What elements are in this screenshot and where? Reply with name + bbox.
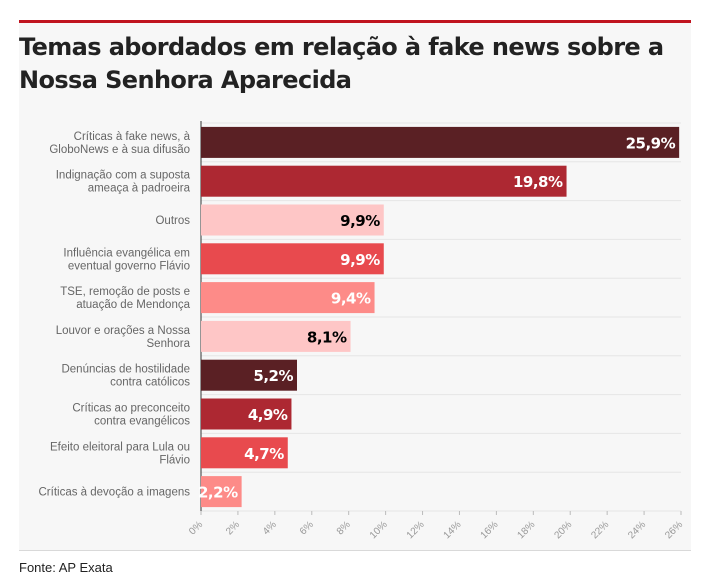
- bar: [201, 282, 375, 314]
- category-label: Críticas à fake news, à GloboNews e à sua…: [49, 131, 190, 156]
- x-tick-label: 22%: [589, 519, 611, 541]
- value-label: 4,9%: [248, 406, 288, 424]
- category-label-line: Outros: [155, 215, 190, 227]
- category-label-line: Críticas ao preconceito: [72, 403, 190, 415]
- source-note: Fonte: AP Exata: [19, 560, 113, 575]
- x-tick-label: 6%: [298, 519, 316, 537]
- category-label-line: Efeito eleitoral para Lula ou: [50, 441, 190, 453]
- bar: [201, 165, 567, 197]
- category-labels: Críticas à fake news, à GloboNews e à sua…: [39, 131, 191, 499]
- value-labels: 25,9% 19,8% 9,9% 9,9% 9,4% 8,1% 5,2% 4,9% 4,7% 2,…: [198, 134, 676, 501]
- x-tick-label: 2%: [224, 519, 242, 537]
- category-label-line: GloboNews e à sua difusão: [49, 144, 190, 156]
- category-label: Denúncias de hostilidade contra católicos: [61, 364, 190, 389]
- category-label-line: contra evangélicos: [94, 416, 190, 428]
- category-label: TSE, remoção de posts e atuação de Mendon…: [60, 286, 190, 311]
- value-label: 9,4%: [331, 290, 371, 308]
- value-label: 4,7%: [244, 445, 284, 463]
- footer-rule: [19, 550, 691, 551]
- category-label-line: TSE, remoção de posts e: [60, 286, 190, 298]
- bar: [201, 359, 297, 391]
- category-label: Críticas ao preconceito contra evangélico…: [72, 403, 190, 428]
- category-label-line: Influência evangélica em: [63, 247, 190, 259]
- category-label-line: Flávio: [159, 454, 190, 466]
- x-tick-label: 4%: [261, 519, 279, 537]
- value-label: 2,2%: [198, 484, 238, 502]
- value-label: 5,2%: [253, 367, 293, 385]
- value-label: 25,9%: [626, 134, 676, 152]
- category-label: Indignação com a suposta ameaça à padroei…: [56, 170, 191, 195]
- category-label: Influência evangélica em eventual governo…: [63, 247, 190, 272]
- category-label: Louvor e orações a Nossa Senhora: [56, 325, 191, 350]
- x-tick-label: 18%: [515, 519, 537, 541]
- x-tick-label: 0%: [187, 519, 205, 537]
- x-axis-ticks: 0% 2% 4% 6% 8% 10% 12% 14% 16% 18% 20% 22% 24% 26%: [187, 511, 685, 541]
- category-label: Outros: [155, 215, 190, 227]
- bar: [201, 126, 680, 158]
- bar: [201, 476, 242, 508]
- category-label-line: Louvor e orações a Nossa: [56, 325, 191, 337]
- chart-title: Temas abordados em relação à fake news s…: [19, 33, 664, 94]
- value-label: 19,8%: [513, 173, 563, 191]
- category-label-line: atuação de Mendonça: [76, 299, 190, 311]
- category-label-line: Indignação com a suposta: [56, 170, 191, 182]
- category-label-line: eventual governo Flávio: [68, 260, 190, 272]
- category-label-line: Críticas à devoção a imagens: [39, 487, 191, 499]
- value-label: 9,9%: [340, 251, 380, 269]
- category-label: Críticas à devoção a imagens: [39, 487, 191, 499]
- bar: [201, 320, 351, 352]
- bar: [201, 243, 384, 275]
- category-label-line: Senhora: [147, 338, 191, 350]
- x-tick-label: 12%: [405, 519, 427, 541]
- bars: [201, 126, 680, 508]
- category-label-line: Denúncias de hostilidade: [61, 364, 190, 376]
- x-tick-label: 26%: [663, 519, 685, 541]
- value-label: 9,9%: [340, 212, 380, 230]
- category-label-line: Críticas à fake news, à: [74, 131, 191, 143]
- x-tick-label: 16%: [479, 519, 501, 541]
- bar: [201, 437, 288, 469]
- bar: [201, 204, 384, 236]
- category-label-line: contra católicos: [110, 377, 190, 389]
- accent-top-rule: [19, 20, 691, 23]
- category-label-line: ameaça à padroeira: [88, 183, 191, 195]
- x-tick-label: 24%: [626, 519, 648, 541]
- category-label: Efeito eleitoral para Lula ou Flávio: [50, 441, 190, 466]
- gridlines: [200, 121, 681, 515]
- value-label: 8,1%: [307, 328, 347, 346]
- bar: [201, 398, 292, 430]
- x-tick-label: 20%: [552, 519, 574, 541]
- x-tick-label: 10%: [368, 519, 390, 541]
- x-tick-label: 14%: [442, 519, 464, 541]
- x-tick-label: 8%: [335, 519, 353, 537]
